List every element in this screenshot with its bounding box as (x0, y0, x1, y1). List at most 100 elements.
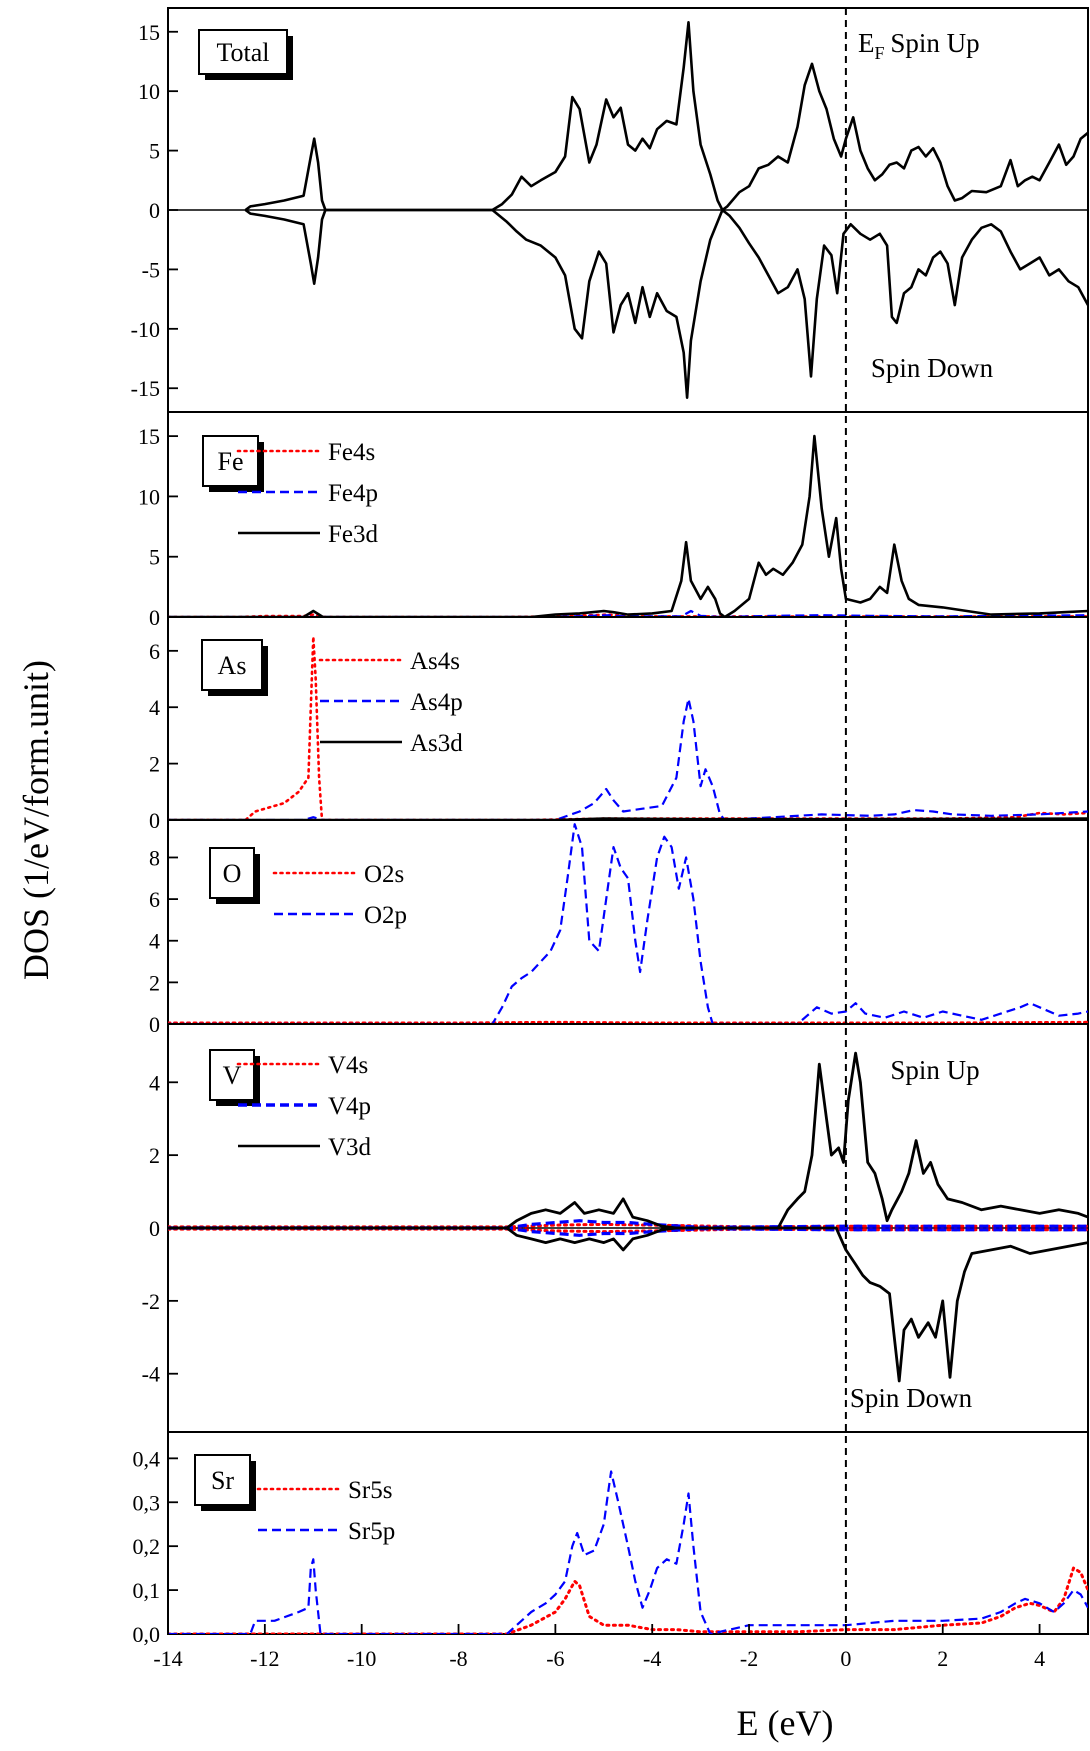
y-tick-label: 10 (138, 79, 160, 104)
x-tick-label: -2 (740, 1646, 758, 1671)
legend-item-fe4p: Fe4p (328, 480, 378, 507)
y-tick-label: 0,3 (133, 1490, 161, 1515)
y-tick-label: -10 (131, 317, 160, 342)
y-tick-label: 4 (149, 695, 160, 720)
series-group (168, 434, 1088, 617)
y-tick-label: 4 (149, 1070, 160, 1095)
panel-v: -4 -2 0 2 4 V V4s V4p V3d Spin Up Spin Down (142, 1023, 1089, 1433)
y-tick-label: 10 (138, 484, 160, 509)
panel-frame (167, 819, 1089, 1025)
y-tick-label: 8 (149, 845, 160, 870)
series-as-p (168, 697, 1088, 820)
series-o-p (168, 823, 1088, 1024)
y-tick-label: -4 (142, 1362, 160, 1387)
legend-item-v4s: V4s (328, 1052, 368, 1079)
y-tick-label: 0 (149, 1012, 160, 1037)
series-v-d-down (168, 1226, 1088, 1383)
y-tick-label: 0 (149, 605, 160, 630)
y-tick-label: 0 (149, 1216, 160, 1241)
panel-o: 0 2 4 6 8 O O2s O2p (149, 819, 1089, 1037)
y-tick-label: 0 (149, 198, 160, 223)
legend-item-as3d: As3d (410, 730, 463, 757)
y-tick-label: 6 (149, 639, 160, 664)
y-tick-label: 0 (149, 808, 160, 833)
x-tick-label: -12 (250, 1646, 279, 1671)
legend: Fe4s Fe4p Fe3d (236, 439, 379, 548)
series-group (168, 823, 1088, 1024)
legend-item-o2p: O2p (364, 902, 407, 929)
panel-sr: 0,0 0,1 0,2 0,3 0,4 Sr Sr5s Sr5p (133, 1431, 1089, 1647)
y-tick-label: 5 (149, 139, 160, 164)
legend-item-o2s: O2s (364, 861, 404, 888)
legend: O2s O2p (272, 861, 407, 929)
annotation-spin-up: Spin Up (890, 28, 979, 58)
y-tick-label: -15 (131, 376, 160, 401)
panel-label-box (209, 1049, 255, 1101)
y-tick-label: -2 (142, 1289, 160, 1314)
panel-label-box (198, 29, 288, 75)
legend-item-fe3d: Fe3d (328, 521, 379, 548)
y-tick-label: 2 (149, 752, 160, 777)
x-tick-label: -14 (153, 1646, 182, 1671)
y-tick-label: 0,0 (133, 1622, 161, 1647)
panel-label: V (223, 1061, 242, 1090)
series-group (168, 635, 1088, 820)
legend-item-fe4s: Fe4s (328, 439, 375, 466)
series-group (244, 20, 1088, 400)
legend-item-as4s: As4s (410, 648, 460, 675)
legend-item-v3d: V3d (328, 1134, 372, 1161)
panel-as: 0 2 4 6 As As4s As4p As3d (149, 616, 1089, 833)
series-v-p-up (168, 1219, 1088, 1230)
x-tick-label: 2 (937, 1646, 948, 1671)
series-sr-p (168, 1470, 1088, 1634)
series-v-d-up (168, 1051, 1088, 1230)
panel-frame (167, 411, 1089, 618)
x-tick-label: -8 (449, 1646, 467, 1671)
panel-label-box (194, 1454, 251, 1506)
y-tick-label: 4 (149, 929, 160, 954)
x-tick-label: 4 (1034, 1646, 1045, 1671)
panel-label: As (218, 651, 247, 680)
series-fe-d (168, 434, 1088, 617)
panel-label-box (201, 639, 263, 691)
y-axis-label: DOS (1/eV/form.unit) (16, 660, 56, 980)
y-tick-label: 0,1 (133, 1578, 161, 1603)
legend-item-sr5s: Sr5s (348, 1477, 392, 1504)
y-tick-label: 15 (138, 20, 160, 45)
x-tick-label: -4 (643, 1646, 661, 1671)
legend-item-sr5p: Sr5p (348, 1518, 395, 1545)
panel-frame (167, 1431, 1089, 1635)
panel-label: Sr (211, 1466, 234, 1495)
y-tick-label: 2 (149, 1143, 160, 1168)
y-tick-label: 6 (149, 887, 160, 912)
series-sr-s (168, 1566, 1088, 1634)
legend-item-as4p: As4p (410, 689, 463, 716)
legend: Sr5s Sr5p (256, 1477, 395, 1545)
legend: As4s As4p As3d (318, 648, 463, 757)
y-tick-label: 2 (149, 970, 160, 995)
x-tick-label: -10 (347, 1646, 376, 1671)
series-group (168, 1051, 1088, 1383)
panel-label-box (202, 435, 259, 487)
y-tick-label: 5 (149, 545, 160, 570)
series-v-s-up (168, 1222, 1088, 1229)
panels: -15 -10 -5 0 5 10 15 Total Spin Up Spin Down 0 5 10 1… (131, 7, 1089, 1647)
y-tick-label: -5 (142, 257, 160, 282)
panel-total: -15 -10 -5 0 5 10 15 Total Spin Up Spin Down (131, 7, 1089, 413)
series-v-p-down (168, 1226, 1088, 1237)
y-tick-label: 0,4 (133, 1446, 161, 1471)
x-tick-label: 0 (840, 1646, 851, 1671)
annotation-spin-down: Spin Down (871, 353, 994, 383)
annotation-spin-up: Spin Up (890, 1055, 979, 1085)
series-total-down (244, 208, 1088, 400)
panel-label-box (209, 847, 255, 899)
x-axis: -14 -12 -10 -8 -6 -4 -2 0 2 4 (153, 1624, 1045, 1671)
x-tick-label: -6 (546, 1646, 564, 1671)
fermi-level-label: EF (858, 28, 885, 63)
x-axis-label: E (eV) (737, 1703, 834, 1743)
series-o-s (168, 1020, 1088, 1024)
series-v-s-down (168, 1227, 1088, 1234)
panel-frame (167, 616, 1089, 821)
legend-item-v4p: V4p (328, 1093, 371, 1120)
